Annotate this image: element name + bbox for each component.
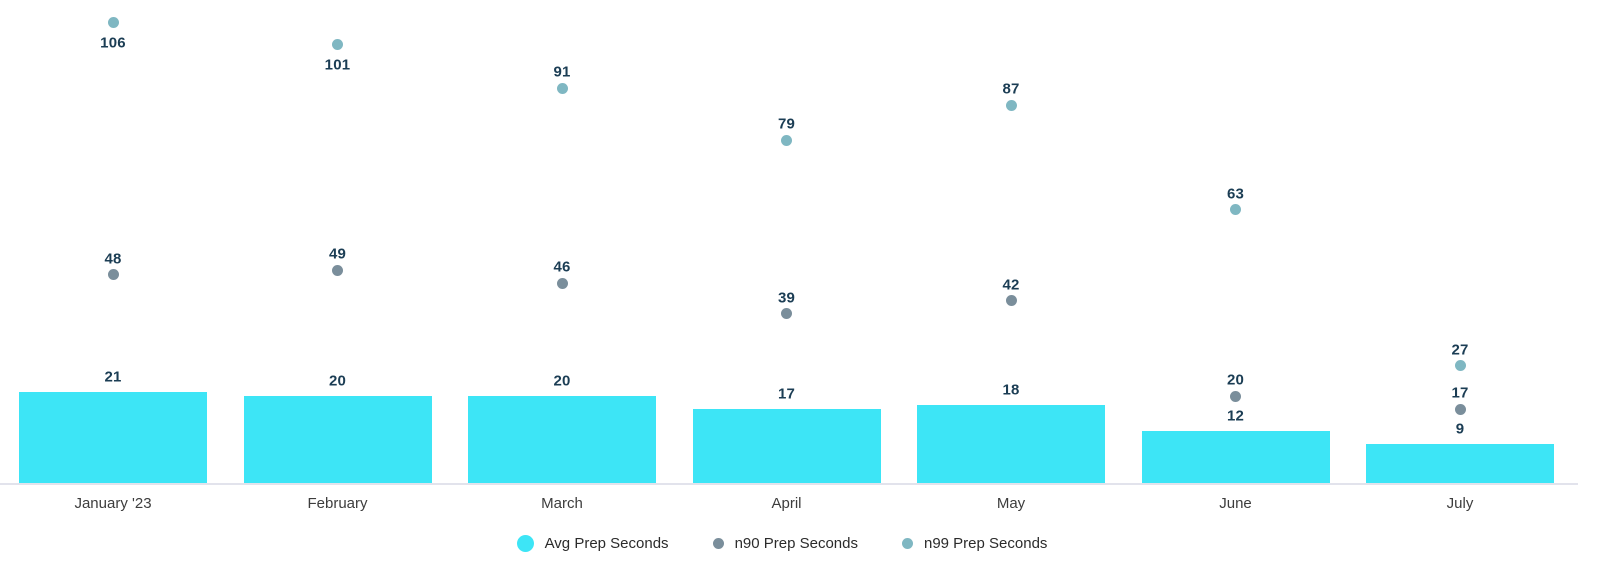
legend-item-n90-prep-seconds[interactable]: n90 Prep Seconds [712, 535, 858, 552]
avg-prep-value-label: 12 [1226, 407, 1245, 425]
n90-prep-dot[interactable] [1005, 295, 1017, 307]
n99-prep-value-label: 27 [1451, 341, 1469, 359]
avg-prep-value-label: 9 [1455, 420, 1465, 438]
n99-prep-dot[interactable] [781, 134, 792, 146]
x-axis-label: March [541, 495, 583, 512]
n99-prep-value-label: 87 [1002, 80, 1020, 98]
n99-prep-dot[interactable] [107, 17, 119, 29]
n90-prep-dot[interactable] [1230, 390, 1241, 402]
n90-prep-dot[interactable] [781, 308, 792, 320]
n99-prep-dot[interactable] [1005, 99, 1017, 111]
n90-prep-dot[interactable] [107, 269, 119, 281]
n90-prep-dot[interactable] [556, 277, 568, 289]
avg-prep-value-label: 21 [104, 368, 122, 386]
avg-prep-bar[interactable] [692, 409, 881, 483]
n90-prep-value-label: 42 [1002, 276, 1020, 294]
n99-prep-value-label: 106 [100, 34, 126, 52]
legend-item-label: n99 Prep Seconds [923, 535, 1048, 552]
avg-prep-bar[interactable] [243, 396, 432, 483]
n90-prep-value-label: 39 [777, 289, 796, 307]
n99-prep-dot[interactable] [1454, 360, 1466, 372]
legend: Avg Prep Seconds n90 Prep Seconds n99 Prep… [0, 535, 1582, 552]
legend-item-n99-prep-seconds[interactable]: n99 Prep Seconds [901, 535, 1048, 552]
avg-prep-value-label: 20 [328, 372, 347, 390]
n99-prep-dot[interactable] [1230, 204, 1241, 216]
avg-prep-bar[interactable] [917, 404, 1105, 483]
x-axis-label: May [996, 495, 1026, 512]
x-axis-line [0, 483, 1578, 485]
avg-prep-bar[interactable] [19, 391, 207, 483]
avg-prep-value-label: 20 [553, 372, 571, 390]
legend-item-label: n90 Prep Seconds [734, 535, 858, 552]
avg-prep-bar[interactable] [1141, 430, 1330, 483]
n99-prep-value-label: 63 [1226, 185, 1245, 203]
n99-prep-value-label: 91 [553, 63, 571, 81]
n90-prep-value-label: 46 [553, 258, 571, 276]
avg-prep-bar[interactable] [1366, 443, 1554, 483]
x-axis-label: January '23 [74, 495, 152, 512]
n99-prep-value-label: 101 [324, 56, 351, 74]
legend-item-label: Avg Prep Seconds [544, 535, 669, 552]
n90-prep-value-label: 49 [328, 245, 347, 263]
n99-prep-value-label: 79 [777, 115, 796, 133]
avg-prep-value-label: 18 [1002, 381, 1020, 399]
legend-swatch-icon [901, 538, 913, 549]
n90-prep-dot[interactable] [332, 264, 343, 276]
n90-prep-dot[interactable] [1454, 403, 1466, 415]
n90-prep-value-label: 17 [1451, 384, 1469, 402]
n90-prep-value-label: 20 [1226, 371, 1245, 389]
n90-prep-value-label: 48 [104, 250, 122, 268]
n99-prep-dot[interactable] [556, 82, 568, 94]
legend-item-avg-prep-seconds[interactable]: Avg Prep Seconds [516, 535, 669, 552]
x-axis-label: February [307, 495, 368, 512]
avg-prep-value-label: 17 [777, 385, 796, 403]
legend-swatch-icon [712, 538, 724, 549]
n99-prep-dot[interactable] [332, 39, 343, 51]
legend-swatch-icon [516, 535, 534, 552]
avg-prep-bar[interactable] [468, 396, 656, 483]
x-axis-label: July [1446, 495, 1474, 512]
x-axis-label: April [771, 495, 802, 512]
x-axis-label: June [1219, 495, 1252, 512]
